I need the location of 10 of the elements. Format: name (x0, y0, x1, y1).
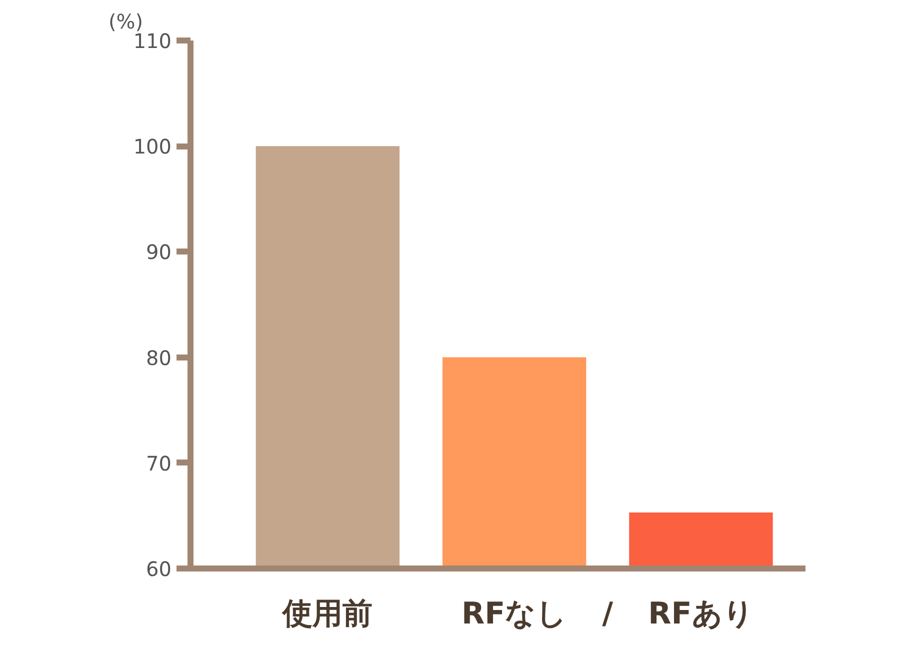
y-axis-title: (%) (108, 10, 144, 34)
y-tick-label: 70 (146, 451, 172, 476)
y-tick-label: 100 (133, 134, 172, 159)
x-tick-label: RFあり (648, 596, 754, 632)
y-tick-label: 80 (146, 346, 172, 370)
y-tick-label: 60 (146, 557, 172, 581)
y-tick-label: 90 (146, 240, 172, 264)
x-tick-label: 使用前 (282, 596, 373, 632)
x-tick-label: RFなし (462, 596, 568, 632)
text: / (602, 596, 614, 632)
